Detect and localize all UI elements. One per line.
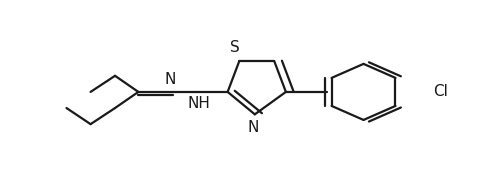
Text: N: N [165,72,176,88]
Text: S: S [230,39,240,55]
Text: NH: NH [188,96,211,111]
Text: Cl: Cl [433,84,448,99]
Text: N: N [247,120,259,135]
